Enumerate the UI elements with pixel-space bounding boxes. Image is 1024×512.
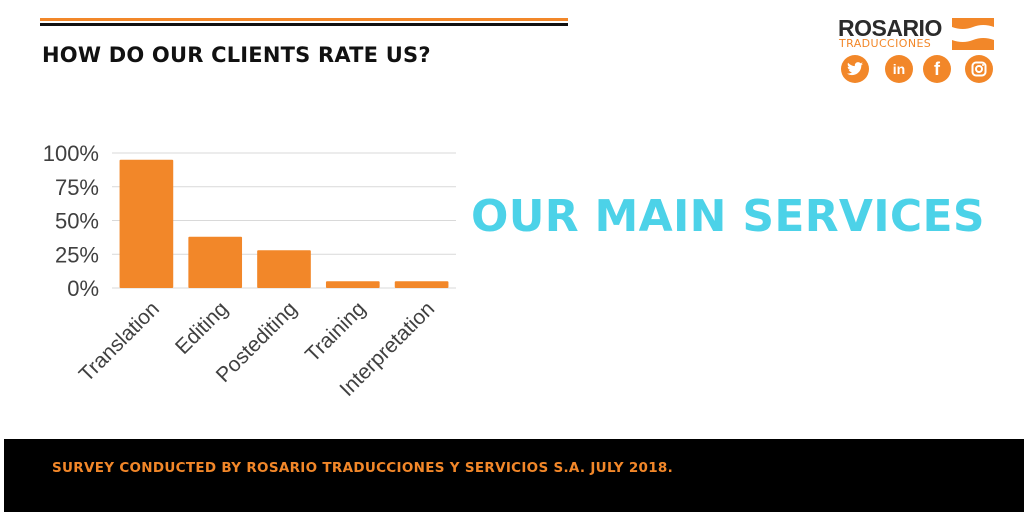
header-bar-orange xyxy=(40,18,568,21)
y-tick-label: 50% xyxy=(55,209,99,234)
linkedin-icon: in xyxy=(893,61,905,77)
svg-text:f: f xyxy=(934,60,941,78)
services-heading: OUR MAIN SERVICES xyxy=(471,191,985,242)
x-tick-label: Translation xyxy=(75,297,164,386)
brand-logo: ROSARIO TRADUCCIONES xyxy=(838,16,998,86)
twitter-icon xyxy=(847,62,863,76)
chart-y-axis: 0% 25% 50% 75% 100% xyxy=(43,141,99,301)
y-tick-label: 100% xyxy=(43,141,99,166)
header-decor-bars xyxy=(40,18,568,28)
facebook-link[interactable]: f xyxy=(923,55,951,83)
ratings-chart: 0% 25% 50% 75% 100% Translation EditingPosted… xyxy=(43,141,456,401)
x-tick-label: Training xyxy=(301,297,370,366)
page-title: HOW DO OUR CLIENTS RATE US? xyxy=(42,43,431,67)
y-tick-label: 0% xyxy=(67,276,99,301)
bar-translation xyxy=(119,159,174,288)
bar-training xyxy=(325,281,380,288)
bar-editing xyxy=(188,236,243,288)
footer-banner: SURVEY CONDUCTED BY ROSARIO TRADUCCIONES… xyxy=(4,439,1024,512)
brand-name: ROSARIO xyxy=(838,15,942,41)
header-bar-dark xyxy=(40,23,568,26)
bar-interpretation xyxy=(394,281,449,288)
chart-bars xyxy=(119,159,449,288)
instagram-link[interactable] xyxy=(965,55,993,83)
x-tick-label: Editing xyxy=(171,297,233,359)
instagram-icon xyxy=(971,61,987,77)
svg-text:in: in xyxy=(893,61,905,77)
bar-postediting xyxy=(257,250,311,288)
brand-tagline: TRADUCCIONES xyxy=(839,37,932,50)
y-tick-label: 75% xyxy=(55,175,99,200)
twitter-link[interactable] xyxy=(841,55,869,83)
footer-text: SURVEY CONDUCTED BY ROSARIO TRADUCCIONES… xyxy=(52,460,674,476)
brand-wave-icon xyxy=(952,18,994,50)
facebook-icon: f xyxy=(934,60,941,78)
linkedin-link[interactable]: in xyxy=(885,55,913,83)
y-tick-label: 25% xyxy=(55,242,99,267)
